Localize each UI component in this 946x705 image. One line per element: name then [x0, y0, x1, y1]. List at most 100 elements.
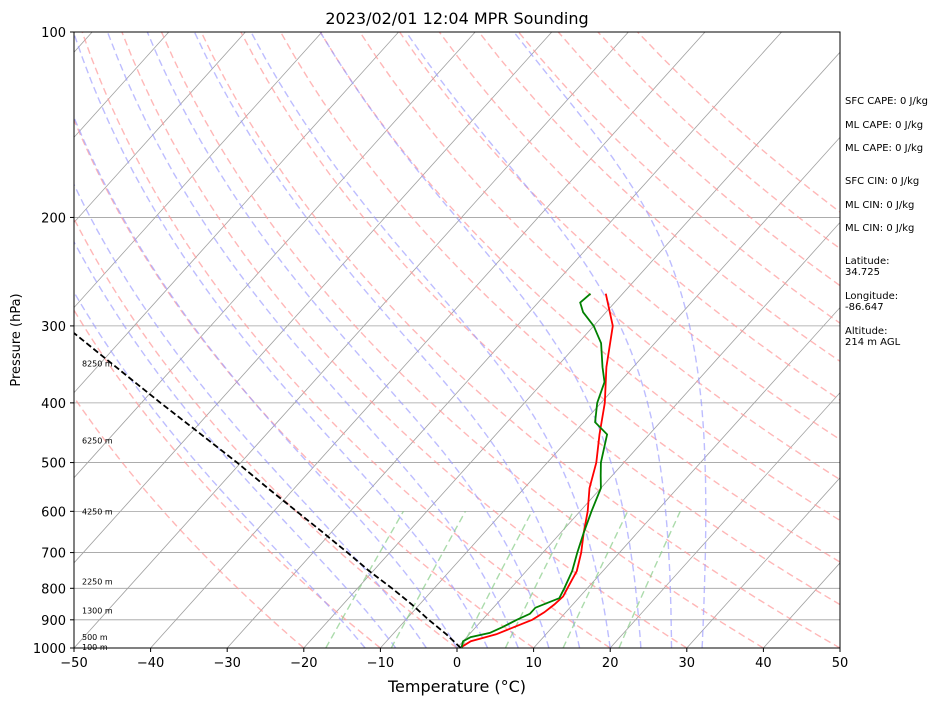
- moist-adiabat: [106, 32, 519, 648]
- parcel-profile: [74, 331, 462, 648]
- isotherm-line: [74, 32, 170, 138]
- moist-adiabat: [319, 32, 642, 648]
- indices-panel: SFC CAPE: 0 J/kg ML CAPE: 0 J/kg ML CAPE…: [845, 96, 928, 234]
- sfc-cin-text: SFC CIN: 0 J/kg: [845, 176, 919, 187]
- isotherm-line: [74, 32, 476, 479]
- dry-adiabat: [359, 32, 840, 481]
- background-lines: [74, 32, 840, 648]
- chart-title: 2023/02/01 12:04 MPR Sounding: [325, 9, 588, 28]
- dry-adiabat: [518, 32, 840, 325]
- x-tick-label: 0: [453, 656, 461, 671]
- dry-adiabat: [399, 32, 840, 441]
- isotherm-line: [533, 306, 840, 648]
- location-panel: Latitude: 34.725 Longitude: -86.647 Alti…: [845, 256, 901, 348]
- height-label: 1300 m: [82, 607, 113, 616]
- isotherm-line: [303, 51, 840, 648]
- x-tick-label: 50: [832, 656, 849, 671]
- isotherm-line: [150, 32, 706, 648]
- moist-adiabat: [74, 240, 397, 648]
- plot-frame: [73, 31, 841, 649]
- isotherm-line: [226, 32, 782, 648]
- dry-adiabat: [74, 118, 535, 648]
- altitude-label: Altitude:: [845, 326, 887, 337]
- ml-cin-text-2: ML CIN: 0 J/kg: [845, 223, 914, 234]
- isotherm-line: [74, 32, 323, 309]
- sfc-cape-text: SFC CAPE: 0 J/kg: [845, 96, 928, 107]
- y-tick-label: 400: [41, 397, 66, 412]
- dry-adiabat: [319, 32, 840, 522]
- y-tick-label: 900: [41, 614, 66, 629]
- isotherm-line: [74, 32, 553, 564]
- dry-adiabat: [200, 32, 840, 648]
- series-lines: [74, 293, 614, 648]
- moist-adiabat: [193, 32, 581, 648]
- mixing-ratio-line: [504, 510, 574, 648]
- dry-adiabat: [557, 32, 840, 287]
- x-tick-label: 40: [755, 656, 772, 671]
- moist-adiabat: [405, 32, 673, 648]
- height-label: 2250 m: [82, 578, 113, 587]
- height-label: 500 m: [82, 633, 108, 642]
- isotherm-line: [609, 392, 840, 648]
- dry-adiabat: [240, 32, 840, 606]
- longitude-value: -86.647: [845, 302, 884, 313]
- dry-adiabat: [81, 32, 611, 648]
- mixing-ratio-line: [325, 510, 405, 648]
- moist-adiabat: [74, 183, 427, 648]
- ml-cin-text: ML CIN: 0 J/kg: [845, 200, 914, 211]
- y-axis-label: Pressure (hPa): [9, 293, 24, 386]
- dry-adiabat: [74, 217, 458, 648]
- dry-adiabat: [121, 32, 688, 648]
- moist-adiabat: [250, 32, 611, 648]
- x-tick-label: 10: [525, 656, 542, 671]
- height-label: 8250 m: [82, 359, 113, 368]
- y-tick-label: 600: [41, 505, 66, 520]
- altitude-value: 214 m AGL: [845, 337, 901, 348]
- moist-adiabat: [513, 32, 707, 648]
- isotherm-line: [380, 136, 840, 648]
- mixing-ratio-line: [618, 511, 681, 648]
- mixing-ratio-line: [461, 510, 533, 648]
- isotherm-line: [74, 32, 399, 394]
- dry-adiabat: [160, 32, 764, 648]
- x-tick-label: −50: [60, 656, 87, 671]
- temperature-profile: [461, 293, 614, 648]
- y-tick-label: 300: [41, 320, 66, 335]
- dry-adiabat: [74, 396, 305, 648]
- longitude-label: Longitude:: [845, 291, 898, 302]
- isotherm-line: [456, 221, 840, 648]
- x-tick-label: −20: [290, 656, 317, 671]
- y-tick-label: 800: [41, 582, 66, 597]
- y-tick-label: 500: [41, 457, 66, 472]
- y-tick-label: 700: [41, 547, 66, 562]
- dry-adiabat: [279, 32, 840, 563]
- moist-adiabat: [74, 32, 489, 648]
- y-tick-label: 1000: [33, 642, 66, 657]
- latitude-label: Latitude:: [845, 256, 890, 267]
- x-axis-label: Temperature (°C): [387, 677, 526, 696]
- height-label: 6250 m: [82, 436, 113, 445]
- y-axis-ticks: 100 200 300 400 500 600 700 800 900 1000: [33, 26, 74, 657]
- ml-cape-text: ML CAPE: 0 J/kg: [845, 120, 923, 131]
- isotherm-line: [74, 32, 629, 648]
- x-tick-label: −10: [367, 656, 394, 671]
- x-axis-ticks: −50 −40 −30 −20 −10 0 10 20 30 40 50: [60, 648, 848, 671]
- dry-adiabat: [478, 32, 840, 363]
- isotherm-line: [74, 32, 246, 224]
- x-tick-label: −40: [137, 656, 164, 671]
- dewpoint-profile: [460, 293, 609, 648]
- moist-adiabat: [146, 32, 550, 648]
- ml-cape-text-2: ML CAPE: 0 J/kg: [845, 143, 923, 154]
- y-tick-label: 100: [41, 26, 66, 41]
- moist-adiabat: [74, 115, 458, 648]
- x-tick-label: 30: [679, 656, 696, 671]
- mixing-ratio-line: [390, 510, 467, 648]
- height-label: 4250 m: [82, 507, 113, 516]
- y-tick-label: 200: [41, 211, 66, 226]
- latitude-value: 34.725: [845, 267, 880, 278]
- moist-adiabat: [74, 290, 366, 648]
- isotherm-line: [686, 477, 840, 648]
- x-tick-label: 20: [602, 656, 619, 671]
- x-tick-label: −30: [213, 656, 240, 671]
